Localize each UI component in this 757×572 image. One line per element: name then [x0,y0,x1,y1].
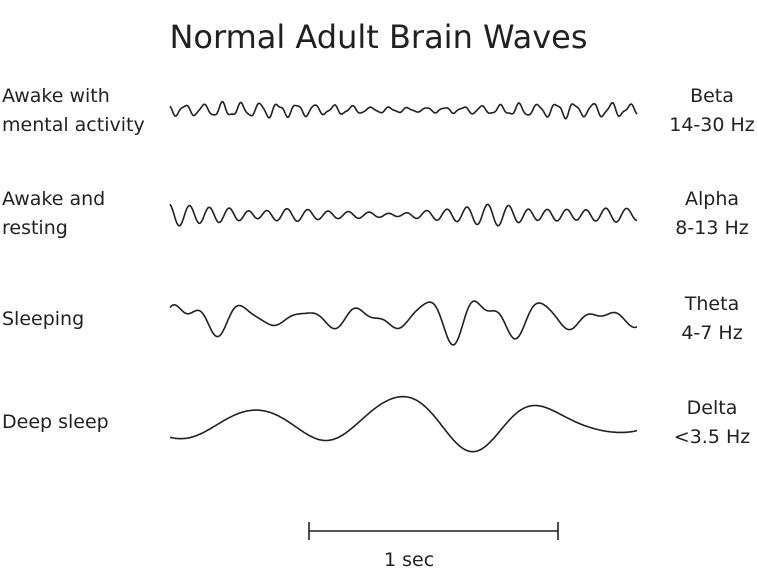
wave-label-delta: Delta <3.5 Hz [660,394,757,452]
state-line: Awake and [2,188,106,210]
diagram-title: Normal Adult Brain Waves [169,18,588,56]
scale-bar-label: 1 sec [384,549,435,571]
state-label-delta: Deep sleep [2,408,109,437]
state-line: Deep sleep [2,411,109,433]
delta-wave [169,395,638,453]
state-label-beta: Awake with mental activity [2,82,145,140]
wave-name: Theta [684,293,740,315]
state-label-theta: Sleeping [2,305,84,334]
wave-name: Delta [686,397,738,419]
wave-range: 4-7 Hz [681,322,743,344]
wave-name: Alpha [684,188,740,210]
wave-range: <3.5 Hz [673,426,751,448]
state-line: resting [2,217,68,239]
wave-label-alpha: Alpha 8-13 Hz [660,185,757,243]
wave-name: Beta [690,85,734,107]
scale-bar [308,522,559,540]
wave-range: 8-13 Hz [675,217,749,239]
state-label-alpha: Awake and resting [2,185,105,243]
state-line: mental activity [2,114,145,136]
wave-label-beta: Beta 14-30 Hz [660,82,757,140]
state-line: Sleeping [2,308,85,330]
wave-label-theta: Theta 4-7 Hz [660,290,757,348]
beta-wave [169,100,638,120]
alpha-wave [169,203,638,227]
state-line: Awake with [2,85,110,107]
wave-range: 14-30 Hz [669,114,755,136]
theta-wave [169,300,638,346]
